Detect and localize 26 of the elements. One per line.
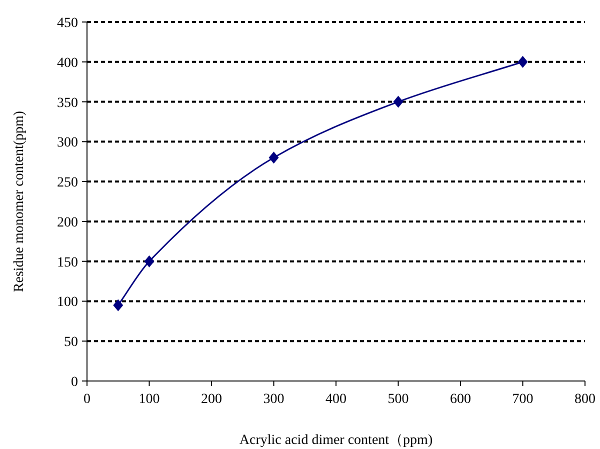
y-tick-label: 150 [57,255,78,270]
x-tick-label: 600 [450,392,471,407]
y-tick-label: 350 [57,96,78,111]
point [268,152,279,164]
y-tick-label: 100 [57,295,78,310]
x-tick-label: 200 [201,392,222,407]
x-tick-label: 100 [138,392,160,407]
x-tick-label: 0 [84,392,90,407]
y-tick-label: 250 [57,176,78,191]
x-tick-label: 400 [326,392,346,407]
y-tick-label: 450 [57,16,78,31]
x-tick-label: 300 [263,392,284,407]
x-tick-label: 700 [512,392,534,407]
x-tick-label: 500 [388,392,409,407]
x-tick-label: 800 [574,392,596,407]
point [144,255,154,268]
y-tick-label: 200 [57,215,78,230]
y-tick-label: 400 [57,56,78,71]
y-tick-label: 0 [71,375,78,390]
x-axis-title: Acrylic acid dimer content（ppm) [239,433,433,448]
point [113,299,124,312]
point [518,56,528,68]
y-tick-label: 300 [57,136,78,151]
point [393,96,404,108]
y-tick-label: 50 [64,335,78,350]
y-axis-title: Residue monomer content(ppm) [12,110,27,292]
